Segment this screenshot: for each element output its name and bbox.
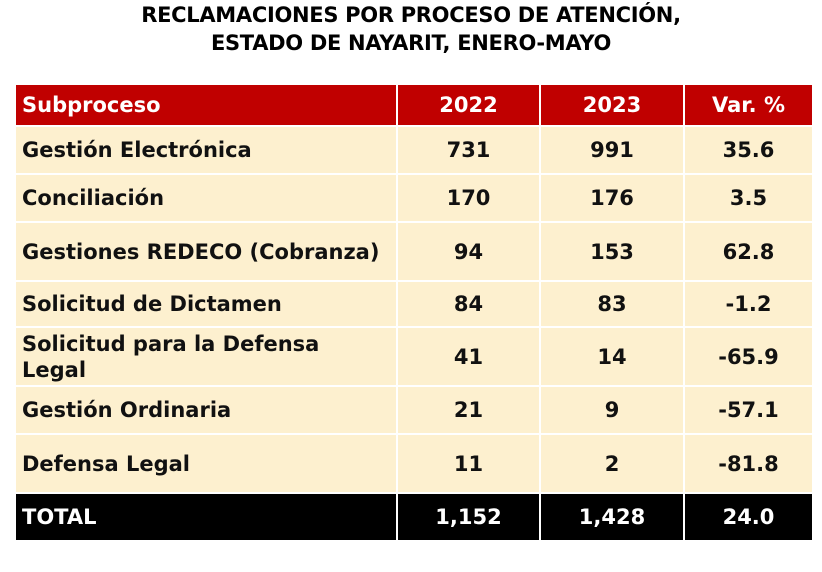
value-2023-cell: 9 [539,385,685,435]
variation-cell: -81.8 [683,433,812,494]
value-2022-cell: 41 [396,326,541,387]
header-var: Var. % [683,85,812,127]
subproceso-cell: Solicitud para la Defensa Legal [16,326,398,387]
variation-cell: -1.2 [683,280,812,328]
subproceso-cell: Conciliación [16,173,398,223]
variation-cell: 62.8 [683,221,812,282]
table-row: Solicitud para la Defensa Legal 41 14 -6… [16,326,812,387]
total-variation: 24.0 [683,492,812,540]
header-subproceso: Subproceso [16,85,398,127]
subproceso-cell: Gestiones REDECO (Cobranza) [16,221,398,282]
value-2022-cell: 11 [396,433,541,494]
value-2023-cell: 153 [539,221,685,282]
subproceso-cell: Gestión Electrónica [16,125,398,175]
value-2023-cell: 991 [539,125,685,175]
table-row: Gestión Ordinaria 21 9 -57.1 [16,385,812,435]
variation-cell: -57.1 [683,385,812,435]
page-title: RECLAMACIONES POR PROCESO DE ATENCIÓN, E… [0,0,822,57]
variation-cell: 35.6 [683,125,812,175]
title-line-1: RECLAMACIONES POR PROCESO DE ATENCIÓN, [141,3,681,27]
total-label: TOTAL [16,492,398,540]
header-2023: 2023 [539,85,685,127]
total-2022: 1,152 [396,492,541,540]
total-row: TOTAL 1,152 1,428 24.0 [16,492,812,540]
header-row: Subproceso 2022 2023 Var. % [16,85,812,127]
subproceso-cell: Gestión Ordinaria [16,385,398,435]
table-row: Gestión Electrónica 731 991 35.6 [16,125,812,175]
table-row: Gestiones REDECO (Cobranza) 94 153 62.8 [16,221,812,282]
table-row: Conciliación 170 176 3.5 [16,173,812,223]
table-row: Defensa Legal 11 2 -81.8 [16,433,812,494]
subproceso-cell: Solicitud de Dictamen [16,280,398,328]
value-2023-cell: 2 [539,433,685,494]
complaints-table: Subproceso 2022 2023 Var. % Gestión Elec… [16,85,812,540]
variation-cell: 3.5 [683,173,812,223]
value-2022-cell: 170 [396,173,541,223]
value-2022-cell: 21 [396,385,541,435]
variation-cell: -65.9 [683,326,812,387]
header-2022: 2022 [396,85,541,127]
value-2022-cell: 731 [396,125,541,175]
total-2023: 1,428 [539,492,685,540]
value-2022-cell: 84 [396,280,541,328]
table-row: Solicitud de Dictamen 84 83 -1.2 [16,280,812,328]
value-2022-cell: 94 [396,221,541,282]
subproceso-cell: Defensa Legal [16,433,398,494]
value-2023-cell: 176 [539,173,685,223]
value-2023-cell: 83 [539,280,685,328]
value-2023-cell: 14 [539,326,685,387]
title-line-2: ESTADO DE NAYARIT, ENERO-MAYO [210,31,612,55]
